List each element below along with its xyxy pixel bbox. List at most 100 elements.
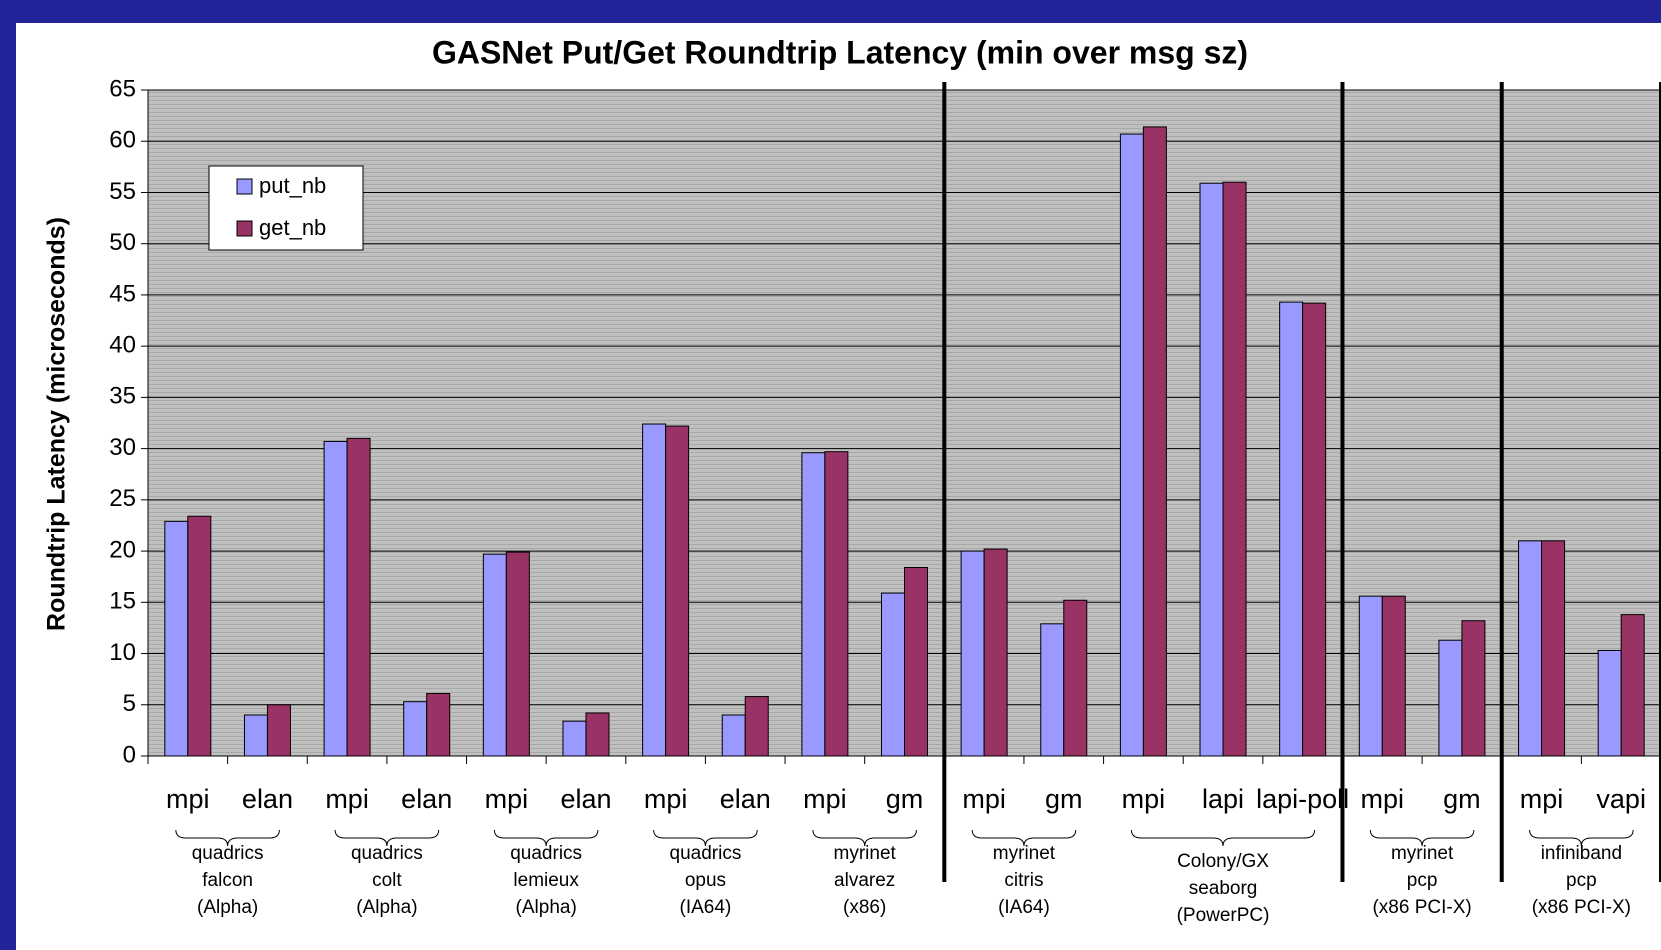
y-tick-label: 10 xyxy=(109,639,136,666)
bar xyxy=(266,704,291,757)
chart-title: GASNet Put/Get Roundtrip Latency (min ov… xyxy=(432,34,1248,70)
legend-label: get_nb xyxy=(259,215,326,240)
x-tick-label: mpi xyxy=(1361,784,1405,814)
group-brace xyxy=(175,829,280,847)
group-label: myrinet xyxy=(834,843,897,864)
bar xyxy=(744,696,769,757)
y-tick-label: 15 xyxy=(109,588,136,615)
bar xyxy=(1461,620,1486,757)
y-tick-label: 5 xyxy=(123,690,136,717)
y-tick-label: 35 xyxy=(109,383,136,410)
bar xyxy=(824,451,849,757)
legend-swatch xyxy=(236,178,253,195)
group-label: infiniband xyxy=(1541,843,1622,864)
x-tick-label: mpi xyxy=(962,784,1006,814)
bar xyxy=(1438,639,1463,757)
x-tick-label: mpi xyxy=(325,784,369,814)
y-axis-label: Roundtrip Latency (microseconds) xyxy=(43,217,71,631)
group-label: citris xyxy=(1004,870,1043,891)
group-label: alvarez xyxy=(834,870,895,891)
bar xyxy=(1199,182,1224,757)
bar xyxy=(1279,301,1304,757)
y-tick-label: 60 xyxy=(109,127,136,154)
group-label: (PowerPC) xyxy=(1177,905,1270,926)
bar xyxy=(642,423,667,757)
x-tick-label: mpi xyxy=(485,784,529,814)
group-label: myrinet xyxy=(1391,843,1454,864)
group-brace xyxy=(334,829,440,847)
group-label: quadrics xyxy=(351,843,423,864)
x-tick-label: elan xyxy=(720,784,771,814)
bar xyxy=(1518,540,1543,757)
group-label: (IA64) xyxy=(998,897,1050,918)
bar xyxy=(1040,623,1065,757)
x-tick-label: mpi xyxy=(644,784,688,814)
bar xyxy=(960,550,985,757)
group-label: (x86 PCI-X) xyxy=(1372,897,1471,918)
legend-label: put_nb xyxy=(259,173,326,198)
bar xyxy=(1381,595,1406,757)
group-label: colt xyxy=(372,870,402,891)
x-tick-label: lapi xyxy=(1202,784,1244,814)
legend-box xyxy=(208,165,364,251)
group-brace xyxy=(1130,829,1316,847)
x-tick-label: lapi-poll xyxy=(1256,784,1349,814)
x-tick-label: mpi xyxy=(1520,784,1564,814)
group-label: Colony/GX xyxy=(1177,851,1269,872)
y-tick-label: 40 xyxy=(109,331,136,358)
group-label: opus xyxy=(685,870,726,891)
y-tick-label: 20 xyxy=(109,536,136,563)
bar xyxy=(164,520,189,757)
x-tick-label: mpi xyxy=(166,784,210,814)
group-brace xyxy=(493,829,599,847)
group-label: quadrics xyxy=(510,843,582,864)
bar xyxy=(1222,181,1247,757)
group-brace xyxy=(971,829,1077,847)
x-tick-label: elan xyxy=(242,784,293,814)
group-label: myrinet xyxy=(993,843,1056,864)
y-tick-label: 50 xyxy=(109,229,136,256)
group-label: (x86 PCI-X) xyxy=(1532,897,1631,918)
x-tick-label: mpi xyxy=(803,784,847,814)
bar xyxy=(1142,126,1167,757)
bar xyxy=(721,714,746,757)
group-label: lemieux xyxy=(513,870,579,891)
y-tick-label: 45 xyxy=(109,280,136,307)
bar xyxy=(665,425,690,757)
bar xyxy=(562,720,587,757)
group-label: (Alpha) xyxy=(197,897,258,918)
bar xyxy=(426,692,451,757)
bar xyxy=(1063,599,1088,757)
bar xyxy=(323,440,348,757)
bar xyxy=(243,714,268,757)
x-tick-label: gm xyxy=(886,784,924,814)
x-tick-label: vapi xyxy=(1596,784,1646,814)
y-tick-label: 0 xyxy=(123,741,136,768)
group-label: pcp xyxy=(1566,870,1597,891)
x-tick-label: elan xyxy=(560,784,611,814)
bar xyxy=(881,592,905,757)
bar xyxy=(983,548,1008,757)
group-label: pcp xyxy=(1407,870,1438,891)
group-brace xyxy=(653,829,758,847)
bar xyxy=(403,701,428,757)
bar xyxy=(346,437,371,757)
bar xyxy=(482,553,507,757)
group-label: seaborg xyxy=(1189,878,1258,899)
bar xyxy=(904,566,928,757)
legend-swatch xyxy=(236,220,253,237)
group-label: (x86) xyxy=(843,897,886,918)
bar xyxy=(1541,540,1566,757)
bar xyxy=(1358,595,1383,757)
group-brace xyxy=(1529,829,1634,847)
group-label: quadrics xyxy=(192,843,264,864)
x-tick-label: elan xyxy=(401,784,452,814)
bar xyxy=(1302,302,1327,757)
group-label: (Alpha) xyxy=(356,897,417,918)
y-tick-label: 55 xyxy=(109,178,136,205)
bar xyxy=(187,515,212,757)
bar xyxy=(585,712,610,757)
group-brace xyxy=(1369,829,1475,847)
bar xyxy=(1620,614,1645,757)
